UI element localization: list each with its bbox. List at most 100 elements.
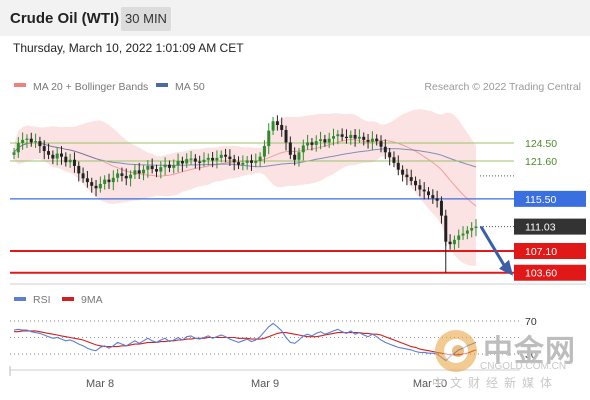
- candle-body: [245, 160, 249, 163]
- candle-body: [310, 142, 314, 145]
- instrument-title: Crude Oil (WTI): [10, 10, 120, 27]
- candle-body: [38, 141, 42, 147]
- candle-body: [284, 129, 288, 143]
- support-label: 107.10: [525, 246, 557, 258]
- candle-body: [124, 175, 128, 179]
- candle-body: [249, 160, 253, 163]
- candle-body: [94, 185, 98, 189]
- candle-body: [55, 153, 59, 159]
- candle-body: [228, 156, 232, 160]
- resistance-label: 121.60: [525, 156, 557, 168]
- last-price-label: 111.03: [525, 222, 556, 234]
- last-price-tag: [514, 218, 586, 235]
- candle-body: [340, 134, 344, 137]
- candle-body: [77, 165, 81, 174]
- watermark-logo: [435, 330, 477, 372]
- candle-body: [288, 142, 292, 155]
- candle-body: [64, 156, 68, 163]
- rsi-line: [13, 322, 477, 362]
- candle-body: [297, 152, 301, 160]
- rsi-ma-legend-label: 9MA: [81, 294, 103, 306]
- candle-body: [215, 157, 219, 161]
- x-tick-label: Mar 8: [86, 378, 114, 390]
- candle-body: [72, 159, 76, 166]
- resistance-label: 124.50: [525, 138, 557, 150]
- candle-body: [375, 138, 379, 142]
- candle-body: [439, 200, 443, 216]
- candle-body: [319, 139, 323, 142]
- candle-body: [306, 142, 310, 146]
- candle-body: [262, 146, 266, 157]
- watermark-url: CNGOLD.COM.CN: [480, 361, 567, 372]
- candle-body: [103, 179, 107, 184]
- bollinger-band: [14, 109, 476, 267]
- candle-body: [25, 138, 29, 140]
- candle-body: [353, 134, 357, 139]
- candle-body: [150, 165, 154, 170]
- ma20-legend-label: MA 20 + Bollinger Bands: [33, 81, 148, 93]
- ma50-legend-label: MA 50: [175, 81, 205, 93]
- candle-body: [379, 141, 383, 147]
- candle-body: [81, 173, 85, 179]
- candle-body: [349, 134, 353, 139]
- ma50-legend-swatch: [156, 83, 168, 87]
- candle-body: [405, 174, 409, 178]
- candle-body: [133, 170, 137, 175]
- candle-body: [293, 154, 297, 160]
- candle-body: [224, 154, 228, 157]
- rsi-ma-legend-swatch: [62, 297, 74, 301]
- candle-body: [59, 153, 63, 157]
- candle-body: [409, 177, 413, 181]
- candle-body: [336, 134, 340, 137]
- candle-body: [396, 162, 400, 170]
- candle-body: [314, 141, 318, 145]
- timeframe-badge[interactable]: 30 MIN: [121, 7, 171, 31]
- ma50-line: [13, 142, 477, 168]
- support-tag: [514, 264, 586, 281]
- forecast-arrow-head: [499, 259, 513, 276]
- rsi-legend-swatch: [14, 297, 26, 301]
- candle-body: [47, 151, 51, 155]
- support-tag: [514, 243, 586, 259]
- watermark-subtitle: 中文财经新媒体: [432, 376, 559, 390]
- candle-body: [457, 235, 461, 240]
- candle-body: [51, 154, 55, 159]
- candle-body: [418, 185, 422, 190]
- candle-body: [275, 121, 279, 125]
- candle-body: [193, 158, 197, 162]
- candle-body: [198, 161, 202, 163]
- report-datetime: Thursday, March 10, 2022 1:01:09 AM CET: [13, 41, 244, 55]
- rsi-level-label: 70: [525, 316, 537, 328]
- pivot-label: 115.50: [525, 194, 556, 206]
- candle-body: [146, 165, 150, 170]
- candle-body: [344, 136, 348, 139]
- candle-body: [189, 158, 193, 160]
- candle-body: [332, 136, 336, 139]
- candle-body: [422, 189, 426, 192]
- candle-body: [167, 164, 171, 168]
- x-tick-label: Mar 9: [251, 378, 279, 390]
- candle-body: [90, 182, 94, 186]
- candle-body: [159, 167, 163, 172]
- candle-body: [452, 239, 456, 245]
- candle-body: [232, 159, 236, 163]
- candle-body: [431, 195, 435, 199]
- candle-body: [211, 157, 215, 161]
- candle-body: [180, 161, 184, 164]
- x-tick-label: Mar 10: [413, 378, 447, 390]
- x-axis: Mar 8 Mar 9 Mar 10: [9, 366, 520, 390]
- candle-body: [267, 130, 271, 147]
- header-bar: Crude Oil (WTI) 30 MIN: [0, 0, 590, 36]
- candle-body: [29, 138, 33, 143]
- candle-body: [142, 169, 146, 174]
- candle-body: [327, 138, 331, 143]
- candle-body: [219, 154, 223, 158]
- candle-body: [111, 177, 115, 183]
- ma20-legend-swatch: [14, 83, 26, 87]
- candle-body: [172, 165, 176, 168]
- candle-body: [42, 146, 46, 152]
- rsi-ma-line: [14, 330, 477, 356]
- candle-body: [254, 161, 258, 163]
- candle-body: [116, 173, 120, 178]
